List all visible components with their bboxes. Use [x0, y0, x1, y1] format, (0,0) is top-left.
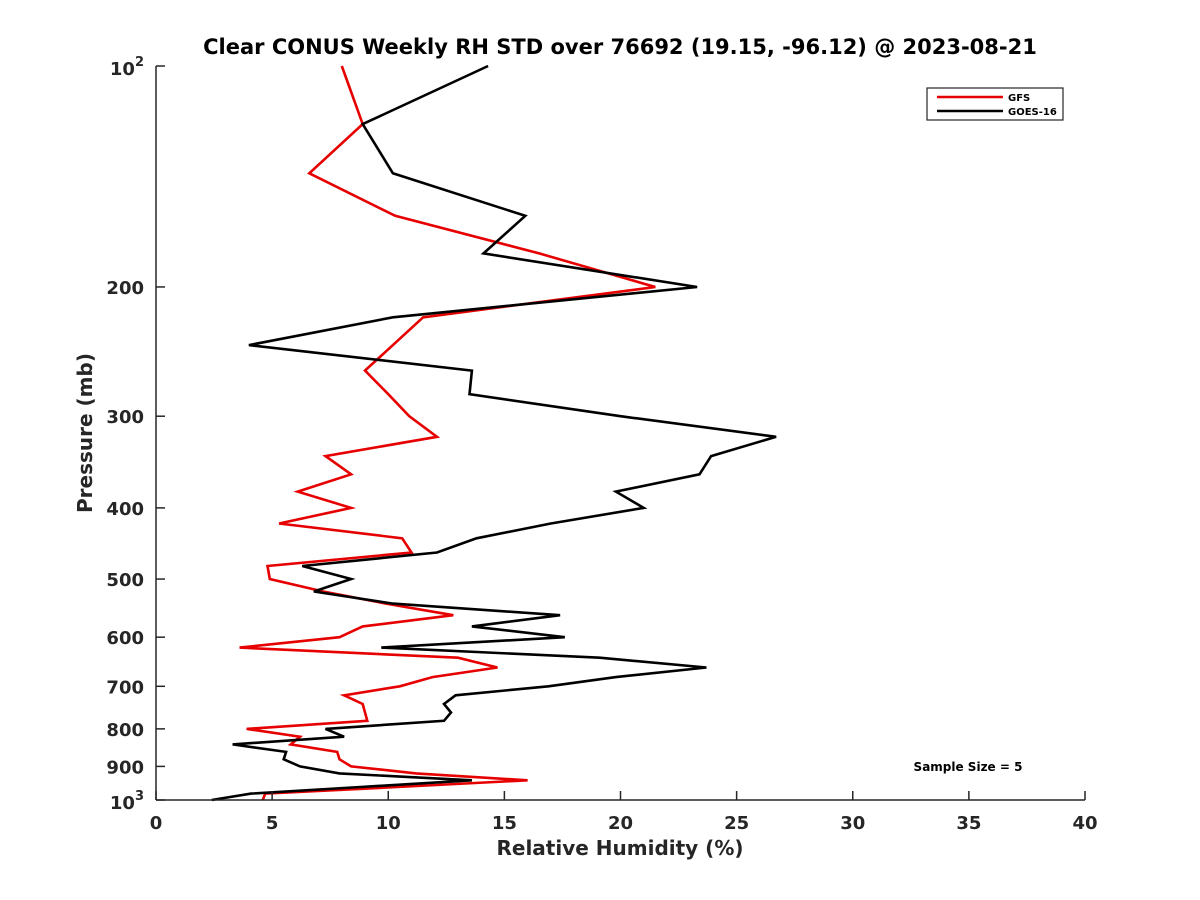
y-tick-label: 300	[106, 407, 144, 428]
x-axis-label: Relative Humidity (%)	[496, 836, 743, 860]
series-layer	[211, 64, 777, 802]
sample-size-annotation: Sample Size = 5	[914, 760, 1023, 774]
chart-title: Clear CONUS Weekly RH STD over 76692 (19…	[203, 35, 1037, 59]
y-tick-label: 200	[106, 278, 144, 299]
legend: GFS GOES-16	[926, 87, 1064, 121]
x-tick-label: 15	[492, 813, 517, 834]
x-tick-label: 35	[956, 813, 981, 834]
plot-area: 0 5 10 15 20 25 30 35 40 102 200 300 400 500 600 700 80…	[106, 55, 1097, 834]
y-tick-label: 500	[106, 570, 144, 591]
legend-box	[926, 87, 1064, 121]
y-tick-label: 102	[110, 55, 144, 80]
y-tick-label: 400	[106, 499, 144, 520]
x-tick-label: 20	[608, 813, 633, 834]
x-tick-label: 40	[1072, 813, 1097, 834]
x-tick-label: 10	[376, 813, 401, 834]
y-tick-label: 103	[110, 789, 144, 814]
legend-label-gfs: GFS	[1008, 93, 1030, 104]
series-line-goes16	[211, 64, 777, 802]
x-tick-label: 30	[840, 813, 865, 834]
x-axis-ticks: 0 5 10 15 20 25 30 35 40	[150, 791, 1098, 834]
series-line-gfs	[239, 65, 656, 801]
y-axis-ticks: 102 200 300 400 500 600 700 800 900 103	[106, 55, 165, 814]
y-tick-label: 900	[106, 757, 144, 778]
x-tick-label: 5	[266, 813, 279, 834]
axes: 0 5 10 15 20 25 30 35 40 102 200 300 400 500 600 700 80…	[106, 55, 1097, 834]
y-tick-label: 600	[106, 628, 144, 649]
legend-label-goes16: GOES-16	[1008, 107, 1057, 118]
y-tick-label: 700	[106, 677, 144, 698]
x-tick-label: 25	[724, 813, 749, 834]
y-tick-label: 800	[106, 720, 144, 741]
y-axis-label: Pressure (mb)	[73, 353, 97, 513]
x-tick-label: 0	[150, 813, 163, 834]
